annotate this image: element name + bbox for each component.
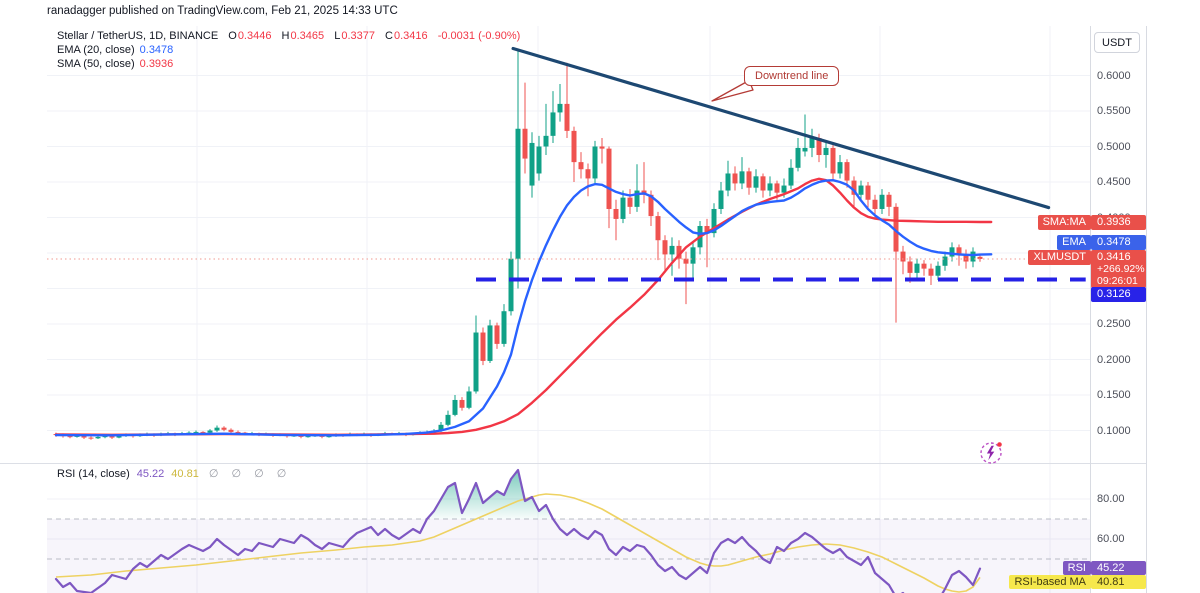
ema-badge-value: 0.3478	[1091, 235, 1146, 250]
ema-label: EMA (20, close)	[57, 44, 135, 56]
rsi-value-badge: RSI 45.22	[1062, 561, 1146, 575]
change-percent: +266.92%	[1097, 263, 1145, 275]
symbol-title[interactable]: Stellar / TetherUS, 1D, BINANCE	[57, 30, 219, 42]
high-label: H	[281, 30, 290, 42]
rsi-ma-value-badge: RSI-based MA 40.81	[1009, 575, 1146, 589]
candles[interactable]	[53, 48, 983, 440]
currency-unit-button[interactable]: USDT	[1094, 32, 1140, 53]
axis-tick-label: 80.00	[1097, 493, 1125, 505]
symbol-legend-row[interactable]: Stellar / TetherUS, 1D, BINANCE O0.3446 …	[57, 29, 520, 43]
rsi-badge-value: 45.22	[1091, 561, 1146, 575]
spark-icon[interactable]	[980, 442, 1002, 464]
ema-price-badge: EMA 0.3478	[1057, 235, 1146, 250]
symbol-badge-label: XLMUSDT	[1028, 250, 1091, 265]
support-level-value: 0.3126	[1091, 287, 1146, 302]
close-value: 0.3416	[394, 30, 428, 42]
axis-tick-label: 60.00	[1097, 533, 1125, 545]
close-label: C	[385, 30, 393, 42]
low-label: L	[334, 30, 341, 42]
last-price-badge-values: 0.3416 +266.92% 09:26:01	[1091, 250, 1146, 288]
rsi-overbought-fill	[427, 470, 553, 519]
rsi-indicator-label: RSI (14, close)	[57, 468, 130, 480]
low-value: 0.3377	[341, 30, 375, 42]
publish-info: ranadagger published on TradingView.com,…	[47, 5, 398, 17]
open-label: O	[228, 30, 237, 42]
high-value: 0.3465	[290, 30, 325, 42]
rsi-ma-badge-value: 40.81	[1091, 575, 1146, 589]
sma-label: SMA (50, close)	[57, 58, 135, 70]
axis-tick-label: 0.5500	[1097, 105, 1131, 117]
rsi-hidden-band-values: ∅ ∅ ∅ ∅	[208, 468, 292, 480]
last-price-badge: XLMUSDT 0.3416 +266.92% 09:26:01	[1028, 250, 1146, 288]
rsi-ma-line[interactable]	[55, 493, 981, 593]
sma-price-badge: SMA:MA 0.3936	[1037, 215, 1146, 230]
rsi-line[interactable]	[54, 468, 982, 593]
sma-badge-value: 0.3936	[1091, 215, 1146, 230]
sma-legend-row[interactable]: SMA (50, close) 0.3936	[57, 57, 520, 71]
axis-tick-label: 0.1000	[1097, 424, 1131, 437]
support-level-badge: 0.3126	[1091, 287, 1146, 302]
axis-tick-label: 0.5000	[1097, 140, 1131, 153]
ema-legend-row[interactable]: EMA (20, close) 0.3478	[57, 43, 520, 57]
rsi-band-fill	[47, 519, 1090, 593]
sma-badge-label: SMA:MA	[1037, 215, 1091, 230]
axis-tick-label: 0.1500	[1097, 389, 1131, 401]
open-value: 0.3446	[237, 30, 272, 42]
rsi-ma-badge-label: RSI-based MA	[1009, 575, 1091, 589]
axis-tick-label: 0.6000	[1097, 69, 1131, 82]
sma-line[interactable]	[54, 177, 993, 436]
change-value: -0.0031 (-0.90%)	[437, 30, 521, 42]
downtrend-line[interactable]	[511, 46, 1051, 210]
downtrend-line-label[interactable]: Downtrend line	[744, 66, 840, 86]
axis-tick-label: 0.2000	[1097, 353, 1131, 366]
axis-tick-label: 0.2500	[1097, 318, 1131, 330]
rsi-legend[interactable]: RSI (14, close) 45.22 40.81 ∅ ∅ ∅ ∅	[57, 467, 291, 481]
rsi-ma-value: 40.81	[171, 468, 199, 480]
ema-value: 0.3478	[139, 44, 174, 56]
notification-dot	[997, 442, 1002, 447]
ema-badge-label: EMA	[1057, 235, 1091, 250]
bar-countdown: 09:26:01	[1097, 275, 1138, 287]
ema-line[interactable]	[54, 179, 993, 437]
main-chart-legend: Stellar / TetherUS, 1D, BINANCE O0.3446 …	[57, 29, 520, 71]
last-price: 0.3416	[1097, 251, 1131, 263]
rsi-value: 45.22	[136, 468, 165, 480]
sma-value: 0.3936	[139, 58, 174, 70]
rsi-badge-label: RSI	[1062, 561, 1091, 575]
axis-tick-label: 0.4500	[1097, 176, 1131, 188]
